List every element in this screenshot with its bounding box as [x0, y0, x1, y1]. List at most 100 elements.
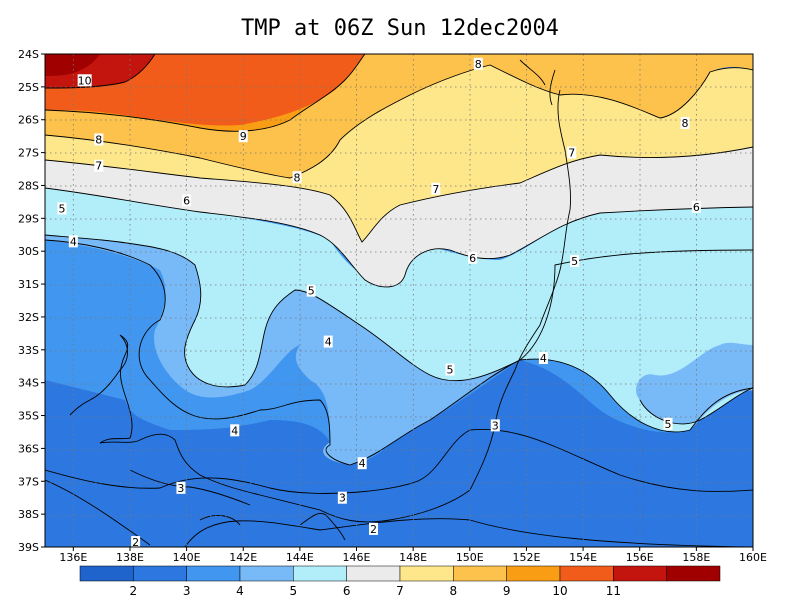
- lat-label: 33S: [18, 344, 39, 357]
- colorbar-label: 11: [606, 584, 621, 598]
- lon-label: 144E: [286, 551, 314, 564]
- contour-label-bg: [57, 202, 67, 215]
- contour-label-bg: [176, 481, 186, 494]
- contour-label: 2: [370, 523, 377, 536]
- contour-label-bg: [663, 417, 673, 430]
- colorbar-swatch: [399, 565, 454, 582]
- latitude-axis: 24S 25S 26S 27S 28S 29S 30S 31S 32S 33S 34S 35S 36S 3…: [18, 48, 45, 554]
- contour-label-bg: [77, 74, 92, 87]
- contour-label-bg: [94, 133, 104, 146]
- colorbar-swatch: [613, 565, 667, 582]
- contour-label: 4: [325, 336, 332, 349]
- contour-label: 5: [665, 418, 672, 431]
- contour-label: 6: [183, 194, 190, 207]
- band-6: [45, 185, 753, 432]
- band-7: [45, 147, 753, 287]
- lat-label: 25S: [18, 81, 39, 94]
- lat-label: 27S: [18, 147, 39, 160]
- lat-label: 39S: [18, 541, 39, 554]
- contour-label: 4: [231, 424, 238, 437]
- lat-label: 38S: [18, 508, 39, 521]
- lon-label: 154E: [569, 551, 597, 564]
- lat-label: 35S: [18, 410, 39, 423]
- band-3: [45, 429, 753, 547]
- contour-label-bg: [230, 424, 240, 437]
- colorbar-swatch: [453, 565, 507, 582]
- contour-label-bg: [445, 363, 455, 376]
- contour-label-bg: [131, 536, 141, 547]
- colorbar-swatch: [559, 565, 614, 582]
- contour-label-bg: [357, 457, 367, 470]
- contour-label-bg: [680, 117, 690, 130]
- contour-label-bg: [538, 352, 548, 365]
- colorbar-label: 9: [503, 584, 511, 598]
- contour-label: 5: [571, 255, 578, 268]
- contour-label-bg: [238, 130, 248, 143]
- contour-label: 3: [492, 419, 499, 432]
- contour-label: 4: [540, 352, 547, 365]
- contour-label: 10: [78, 74, 92, 87]
- colorbar-swatch: [293, 565, 347, 582]
- band-9: [45, 54, 753, 178]
- contour-label-bg: [323, 335, 333, 348]
- contour-label: 2: [132, 536, 139, 549]
- lon-label: 138E: [116, 551, 144, 564]
- lon-label: 152E: [512, 551, 540, 564]
- contour-label: 6: [693, 201, 700, 214]
- colorbar-swatch: [186, 565, 241, 582]
- contour-label: 3: [177, 482, 184, 495]
- lat-label: 36S: [18, 442, 39, 455]
- coastline: [69, 59, 571, 541]
- contour-label-bg: [306, 284, 316, 297]
- contour-label-bg: [292, 171, 302, 184]
- contour-label: 8: [95, 133, 102, 146]
- colorbar-label: 5: [290, 584, 298, 598]
- contour-label-bg: [490, 419, 500, 432]
- lat-label: 24S: [18, 48, 39, 61]
- contour-label: 4: [359, 457, 366, 470]
- lat-label: 29S: [18, 212, 39, 225]
- lon-label: 140E: [173, 551, 201, 564]
- lon-label: 136E: [59, 551, 87, 564]
- lon-label: 146E: [343, 551, 371, 564]
- colorbar-swatch: [79, 565, 134, 582]
- colorbar-swatch: [133, 565, 187, 582]
- colorbar-label: 6: [343, 584, 351, 598]
- grid-lines: [45, 54, 753, 547]
- lon-label: 160E: [739, 551, 767, 564]
- lat-label: 32S: [18, 311, 39, 324]
- longitude-axis: 136E 138E 140E 142E 144E 146E 148E 150E 152E 154E…: [59, 547, 767, 564]
- colorbar-swatch: [239, 565, 294, 582]
- contour-label-bg: [431, 182, 441, 195]
- colorbar-label: 8: [450, 584, 458, 598]
- lon-label: 148E: [399, 551, 427, 564]
- colorbar-label: 4: [236, 584, 244, 598]
- band-8: [45, 65, 753, 242]
- contour-label: 7: [432, 183, 439, 196]
- contour-label-bg: [94, 159, 104, 172]
- colorbar-swatch: [666, 565, 721, 582]
- contour-label: 8: [294, 171, 301, 184]
- contour-label-bg: [337, 491, 347, 504]
- contour-label: 8: [682, 117, 689, 130]
- contour-label: 8: [475, 58, 482, 71]
- contour-label-bg: [567, 146, 577, 159]
- contour-labels: 10 9 8 8 8 8 7 7 7 6 6 6 5 5 5 5 5 4 4 4 4 4 3 3 3 2 2: [57, 57, 701, 549]
- contour-label-bg: [468, 251, 478, 264]
- contour-label: 7: [568, 147, 575, 160]
- lon-label: 158E: [682, 551, 710, 564]
- lat-label: 34S: [18, 377, 39, 390]
- filled-contours: 10 9 8 8 8 8 7 7 7 6 6 6 5 5 5 5 5 4 4 4 4 4 3 3 3 2 2: [45, 54, 753, 549]
- map-frame: [44, 53, 754, 548]
- contour-label-bg: [570, 255, 580, 268]
- lon-label: 156E: [626, 551, 654, 564]
- contour-label: 5: [308, 285, 315, 298]
- contour-label-bg: [68, 235, 78, 248]
- lat-label: 31S: [18, 278, 39, 291]
- lat-label: 28S: [18, 179, 39, 192]
- contour-label-bg: [182, 194, 192, 207]
- colorbar-label: 2: [130, 584, 138, 598]
- contour-label: 5: [58, 202, 65, 215]
- contour-lines: [45, 54, 753, 547]
